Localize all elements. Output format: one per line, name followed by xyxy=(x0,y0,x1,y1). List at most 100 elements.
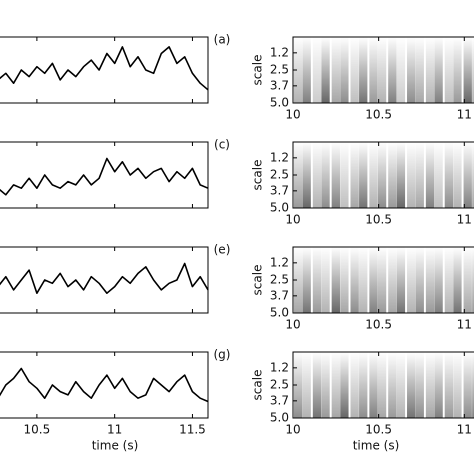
scalogram-streak xyxy=(359,247,368,313)
scalogram-streak xyxy=(415,37,424,103)
scalogram-streak xyxy=(302,247,311,313)
scalogram-streak xyxy=(396,247,406,313)
x-tick-label: 10.5 xyxy=(24,423,51,437)
scalogram-streak xyxy=(302,352,311,418)
scalogram-streak xyxy=(396,37,406,103)
y-axis-label: scale xyxy=(251,160,265,191)
scalogram-streak xyxy=(434,352,443,418)
x-tick-label: 10.5 xyxy=(365,423,392,437)
scalogram-streak xyxy=(407,352,416,418)
scalogram-streak xyxy=(369,37,378,103)
scalogram-streak xyxy=(434,247,443,313)
scalogram-streak xyxy=(425,247,435,313)
x-axis-label: time (s) xyxy=(92,439,139,453)
scalogram-streak xyxy=(472,142,474,208)
scalogram-streak xyxy=(472,37,474,103)
x-tick-label: 10 xyxy=(285,423,300,437)
scalogram-streak xyxy=(369,142,378,208)
scalogram-streak xyxy=(463,37,472,103)
scalogram-streak xyxy=(444,352,454,418)
signal-line xyxy=(0,262,209,294)
scalogram-streak xyxy=(453,352,462,418)
scalogram-streak xyxy=(377,142,387,208)
x-tick-label: 10.5 xyxy=(365,318,392,332)
scalogram-streak xyxy=(340,37,349,103)
scalogram-streak xyxy=(407,37,416,103)
signal-line xyxy=(0,157,209,196)
x-tick-label: 10.5 xyxy=(365,108,392,122)
scalogram-streak xyxy=(359,142,368,208)
y-tick-label: 3.7 xyxy=(270,183,289,197)
scalogram-streak xyxy=(359,352,368,418)
scalogram-streak xyxy=(463,142,472,208)
panel-frame xyxy=(0,36,209,104)
y-tick-label: 5.0 xyxy=(270,96,289,110)
scalogram-streak xyxy=(453,247,462,313)
scalogram-streak xyxy=(388,247,397,313)
scalogram-streak xyxy=(377,352,387,418)
scalogram-streak xyxy=(312,352,322,418)
x-tick-label: 10 xyxy=(285,108,300,122)
panel-frame xyxy=(0,141,209,209)
scalogram-streak xyxy=(340,352,349,418)
scalogram-streak xyxy=(396,352,406,418)
scalogram-streak xyxy=(340,142,349,208)
x-tick-label: 11 xyxy=(107,423,122,437)
x-axis-label: time (s) xyxy=(353,439,400,453)
panel-label: (e) xyxy=(214,243,231,257)
scalogram-streak xyxy=(312,142,322,208)
scalogram-streak xyxy=(472,352,474,418)
x-tick-label: 11 xyxy=(457,423,472,437)
scalogram-streak xyxy=(415,352,424,418)
scalogram-streak xyxy=(444,142,454,208)
y-tick-label: 2.5 xyxy=(270,63,289,77)
scalogram-streak xyxy=(312,247,322,313)
scalogram-streak xyxy=(434,37,443,103)
scalogram-streak xyxy=(350,142,359,208)
y-tick-label: 1.2 xyxy=(270,45,289,59)
scalogram-streak xyxy=(321,142,330,208)
scalogram-streak xyxy=(312,37,322,103)
scalogram-streak xyxy=(369,352,378,418)
scalogram-streak xyxy=(425,142,435,208)
scalogram-streak xyxy=(472,247,474,313)
scalogram-streak xyxy=(293,142,303,208)
x-tick-label: 10 xyxy=(285,213,300,227)
y-tick-label: 2.5 xyxy=(270,168,289,182)
scalogram-streak xyxy=(350,352,359,418)
y-tick-label: 5.0 xyxy=(270,306,289,320)
scalogram-streak xyxy=(359,37,368,103)
scalogram-streak xyxy=(302,142,311,208)
scalogram-streak xyxy=(425,37,435,103)
scalogram-streak xyxy=(331,142,340,208)
scalogram-streak xyxy=(293,37,303,103)
scalogram-streak xyxy=(377,37,387,103)
scalogram-streak xyxy=(331,247,340,313)
scalogram-streak xyxy=(463,352,472,418)
x-tick-label: 11 xyxy=(457,318,472,332)
scalogram-streak xyxy=(331,352,340,418)
y-tick-label: 5.0 xyxy=(270,201,289,215)
scalogram-streak xyxy=(302,37,311,103)
scalogram-streak xyxy=(407,142,416,208)
scalogram-streak xyxy=(388,352,397,418)
signal-line xyxy=(0,367,209,403)
panel-frame xyxy=(0,246,209,314)
y-tick-label: 2.5 xyxy=(270,378,289,392)
scalogram-streak xyxy=(369,247,378,313)
panel-label: (c) xyxy=(214,138,230,152)
scalogram-streak xyxy=(293,352,303,418)
x-tick-label: 11 xyxy=(457,108,472,122)
scalogram-streak xyxy=(321,247,330,313)
y-tick-label: 1.2 xyxy=(270,150,289,164)
scalogram-streak xyxy=(396,142,406,208)
scalogram-streak xyxy=(340,247,349,313)
scalogram-streak xyxy=(293,247,303,313)
scalogram-streak xyxy=(388,142,397,208)
scalogram-streak xyxy=(415,142,424,208)
y-tick-label: 1.2 xyxy=(270,255,289,269)
scalogram-streak xyxy=(407,247,416,313)
panel-label: (g) xyxy=(214,348,231,362)
x-tick-label: 11 xyxy=(457,213,472,227)
